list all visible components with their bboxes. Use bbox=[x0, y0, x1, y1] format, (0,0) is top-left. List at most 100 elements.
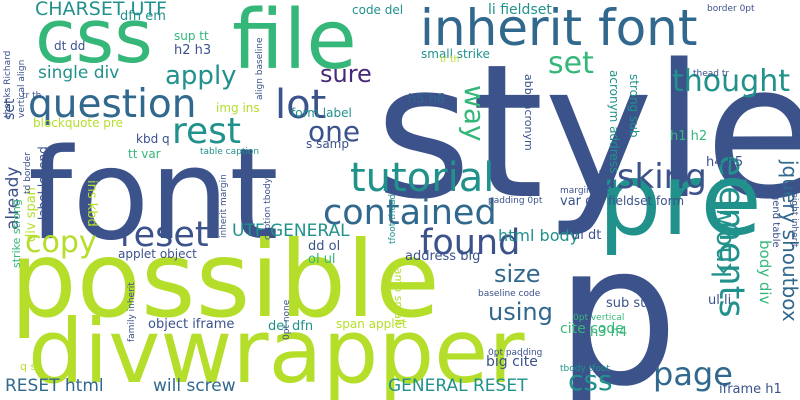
word-span-applet: span applet bbox=[336, 317, 407, 331]
word-h5-h6: h5 h6 bbox=[408, 92, 446, 107]
word-strike-strong: strike strong bbox=[10, 199, 23, 268]
word-dd-ol: dd ol bbox=[308, 239, 341, 254]
word-divwrapper: divwrapper bbox=[28, 300, 525, 400]
word-strong-sub: strong sub bbox=[627, 74, 641, 138]
word-h1-h2: h1 h2 bbox=[670, 129, 708, 144]
word-page: page bbox=[653, 355, 733, 393]
word-css-large: css bbox=[35, 0, 153, 80]
word-applet-object: applet object bbox=[118, 247, 197, 261]
word-asking: asking bbox=[596, 157, 707, 197]
word-inherit-font: inherit font bbox=[420, 0, 698, 57]
word-tr-th-navy: tr th bbox=[22, 91, 42, 101]
word-will-screw: will screw bbox=[153, 376, 236, 396]
word-q-s: q s bbox=[20, 360, 37, 373]
word-baseline-code: baseline code bbox=[478, 289, 541, 299]
word-kbd-q: kbd q bbox=[136, 132, 170, 146]
word-li-fieldset: li fieldset bbox=[488, 2, 552, 18]
word-caption-tbody: caption tbody bbox=[263, 177, 273, 240]
word-border-0pt: border 0pt bbox=[707, 4, 755, 14]
word-tr-th-lime: tr th bbox=[440, 55, 460, 65]
word-vertical-align: vertical align bbox=[17, 59, 27, 118]
word-table-caption: table caption bbox=[200, 147, 260, 157]
word-td-border: td border bbox=[23, 152, 33, 194]
word-padding-0pt: padding 0pt bbox=[488, 196, 543, 206]
word-thead-tr: thead tr bbox=[693, 69, 730, 79]
word-big-cite: big cite bbox=[486, 354, 538, 370]
word-ul-li: ul li bbox=[708, 293, 732, 308]
word-lot: lot bbox=[275, 82, 327, 128]
word-size: size bbox=[494, 260, 541, 288]
word-h2-h3: h2 h3 bbox=[174, 43, 212, 58]
word-found: found bbox=[420, 223, 521, 263]
word-dfn-em: dfn em bbox=[120, 9, 166, 24]
word-general-reset: GENERAL RESET bbox=[388, 376, 528, 396]
word-utf-general: UTF GENERAL bbox=[232, 221, 350, 241]
word-inherit-margin: inherit margin bbox=[219, 174, 229, 238]
word-tt-var: tt var bbox=[128, 147, 161, 161]
word-set-green: set bbox=[548, 46, 594, 81]
word-var-dl: var dl bbox=[560, 194, 598, 209]
word-sub-sup: sub sup bbox=[606, 296, 657, 311]
word-contained: contained bbox=[323, 193, 497, 233]
word-code-del: code del bbox=[352, 3, 404, 17]
word-sup-tt: sup tt bbox=[174, 29, 209, 43]
word-cite-code: cite code bbox=[560, 321, 624, 337]
word-reset: reset bbox=[120, 215, 209, 255]
word-sure: sure bbox=[320, 60, 372, 88]
word-thanks-richard: thanks Richard bbox=[3, 50, 13, 118]
word-reset-html: RESET html bbox=[5, 376, 104, 396]
word-style: style bbox=[375, 24, 800, 240]
word-0pt-none: 0pt none bbox=[282, 299, 292, 340]
word-h3-h4: h3 h4 bbox=[590, 325, 628, 340]
word-thought: thought bbox=[672, 64, 790, 99]
word-know: know bbox=[708, 209, 738, 278]
word-tbody-tfoot: tbody tfoot bbox=[560, 364, 610, 374]
word-rest: rest bbox=[172, 111, 242, 152]
word-margin-0pt: margin 0pt bbox=[560, 186, 610, 196]
word-0pt-vertical: 0pt vertical bbox=[573, 313, 625, 323]
word-dl-dt: dl dt bbox=[572, 228, 602, 243]
word-samp-small: samp small bbox=[392, 262, 405, 325]
word-body-div: body div bbox=[756, 240, 774, 305]
word-legend-table: legend table bbox=[770, 185, 781, 248]
word-file: file bbox=[232, 0, 357, 88]
word-using: using bbox=[488, 298, 553, 326]
word-small-strike: small strike bbox=[421, 47, 490, 61]
word-p: p bbox=[555, 202, 679, 400]
word-form-label: form label bbox=[291, 106, 352, 120]
word-font: font bbox=[28, 121, 279, 268]
word-charset-utf: CHARSET UTF bbox=[35, 0, 167, 20]
word-h4-h5: h4 h5 bbox=[706, 155, 744, 170]
word-possible: possible bbox=[10, 219, 440, 341]
word-family-inherit: family inherit bbox=[127, 282, 137, 342]
word-s-samp: s samp bbox=[306, 137, 349, 151]
word-address-big: address big bbox=[405, 249, 481, 264]
word-single-div: single div bbox=[38, 63, 120, 83]
word-iframe-h1: iframe h1 bbox=[719, 382, 782, 397]
word-weight-inherit: weight inherit bbox=[789, 185, 799, 248]
word-way: way bbox=[458, 85, 491, 142]
word-blockquote-pre: blockquote pre bbox=[33, 116, 123, 130]
word-ins-kbd: ins kbd bbox=[84, 180, 99, 227]
word-css-small: css bbox=[568, 364, 613, 397]
word-one: one bbox=[308, 115, 361, 148]
word-tutorial: tutorial bbox=[350, 155, 495, 201]
word-apply: apply bbox=[165, 61, 237, 91]
word-label-legend: label legend bbox=[36, 146, 50, 220]
word-ol-ul: ol ul bbox=[308, 252, 336, 267]
word-question: question bbox=[28, 82, 197, 127]
word-del-dfn: del dfn bbox=[268, 319, 314, 334]
word-abbr-acronym: abbr acronym bbox=[522, 74, 535, 151]
word-0pt-padding: 0pt padding bbox=[488, 348, 543, 358]
word-acronym-address: acronym address bbox=[607, 70, 621, 174]
word-html-body: html body bbox=[498, 226, 580, 245]
word-img-ins: img ins bbox=[216, 101, 260, 115]
word-fieldset-form: fieldset form bbox=[608, 194, 685, 208]
word-object-iframe: object iframe bbox=[148, 317, 235, 332]
word-pre: pre bbox=[598, 141, 762, 258]
word-align-baseline: align baseline bbox=[255, 37, 265, 101]
word-tfoot-thead: tfoot thead bbox=[388, 193, 398, 244]
word-dt-dd: dt dd bbox=[54, 39, 86, 53]
word-copy: copy bbox=[25, 225, 97, 260]
